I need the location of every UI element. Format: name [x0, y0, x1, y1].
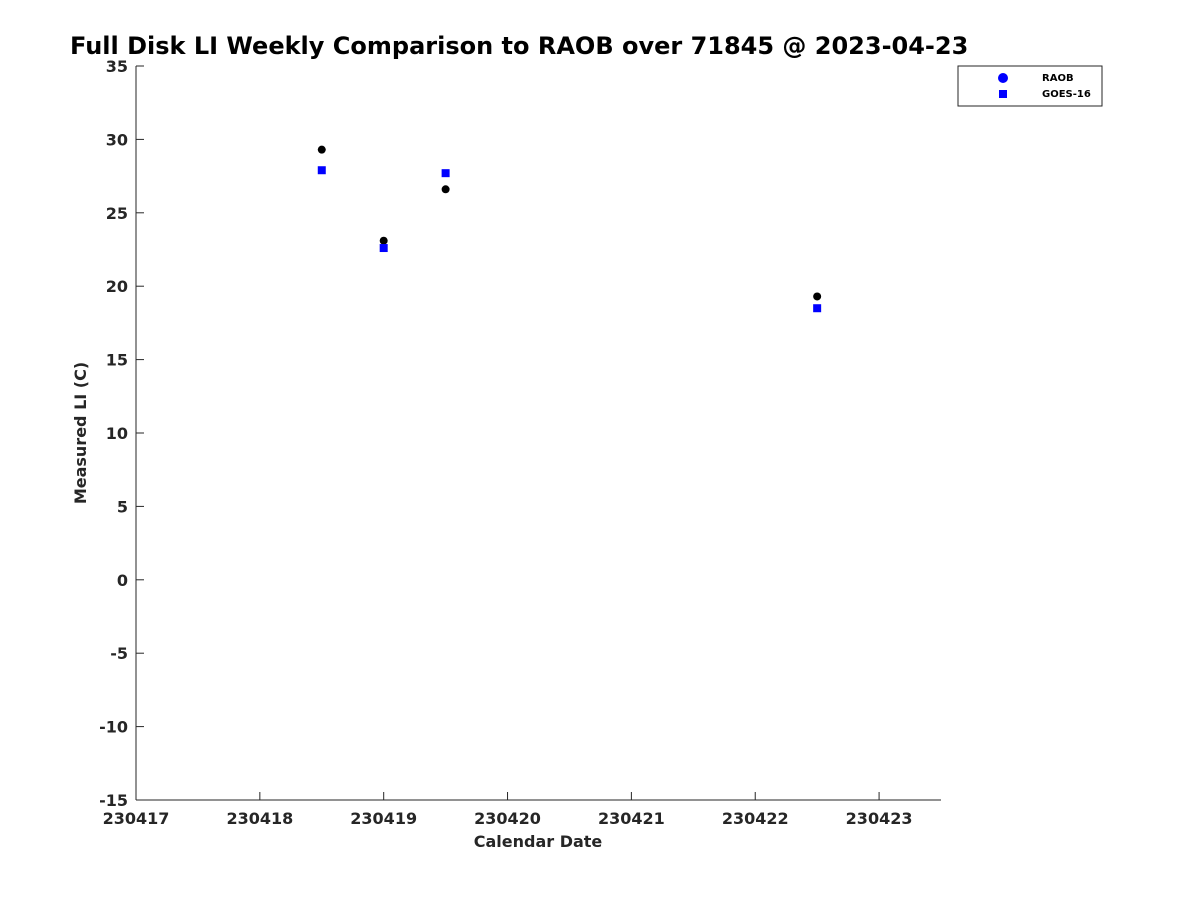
data-point-goes-16: [379, 244, 388, 253]
y-tick-label: -5: [110, 644, 128, 663]
y-tick-label: 0: [117, 571, 128, 590]
y-tick-label: 5: [117, 497, 128, 516]
chart-title: Full Disk LI Weekly Comparison to RAOB o…: [70, 32, 968, 60]
data-point-raob: [379, 236, 388, 245]
y-tick-label: 10: [106, 424, 128, 443]
y-ticks: 35 30 25 20 15 10 5 0 -5 -10 -15: [99, 57, 144, 810]
x-ticks: 230417 230418 230419 230420 230421 230422 2304…: [103, 792, 913, 828]
y-tick-label: -15: [99, 791, 128, 810]
x-tick-label: 230417: [103, 809, 170, 828]
y-tick-label: -10: [99, 718, 128, 737]
x-tick-label: 230418: [226, 809, 293, 828]
y-tick-label: 20: [106, 277, 128, 296]
y-axis-label: Measured LI (C): [71, 362, 90, 504]
x-tick-label: 230421: [598, 809, 665, 828]
x-tick-label: 230420: [474, 809, 541, 828]
x-tick-label: 230422: [722, 809, 789, 828]
y-tick-label: 35: [106, 57, 128, 76]
x-tick-label: 230423: [846, 809, 913, 828]
y-tick-label: 25: [106, 204, 128, 223]
y-tick-label: 30: [106, 130, 128, 149]
legend-label-goes-16: GOES-16: [1042, 89, 1091, 100]
data-points: [317, 145, 822, 313]
data-point-goes-16: [441, 169, 450, 178]
legend-label-raob: RAOB: [1042, 73, 1074, 84]
legend-box: [957, 65, 1103, 107]
data-point-raob: [813, 292, 822, 301]
data-point-goes-16: [317, 166, 326, 175]
legend-marker-raob: [998, 73, 1008, 83]
x-axis-label: Calendar Date: [474, 832, 603, 851]
data-point-goes-16: [813, 304, 822, 313]
data-point-raob: [317, 145, 326, 154]
data-point-raob: [441, 185, 450, 194]
y-tick-label: 15: [106, 351, 128, 370]
legend: RAOB GOES-16: [957, 65, 1103, 107]
legend-marker-goes-16: [999, 90, 1007, 98]
plot-axes: [135, 66, 941, 801]
x-tick-label: 230419: [350, 809, 417, 828]
